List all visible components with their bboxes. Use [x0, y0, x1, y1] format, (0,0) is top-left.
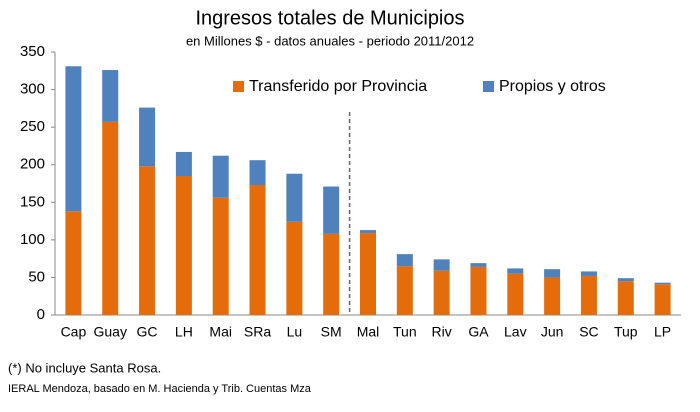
y-tick-label: 150 — [20, 193, 45, 210]
footnote: (*) No incluye Santa Rosa. — [8, 360, 161, 375]
bar-segment — [507, 268, 524, 274]
bar-segment — [470, 266, 487, 315]
x-tick-label: Mal — [357, 324, 380, 340]
bar-segment — [249, 185, 266, 315]
chart-title: Ingresos totales de Municipios — [195, 7, 464, 29]
bar-segment — [617, 281, 634, 315]
bar-segment — [580, 271, 597, 276]
x-tick-label: GC — [137, 324, 158, 340]
legend-swatch — [483, 81, 494, 92]
bar-segment — [433, 270, 450, 315]
legend-label: Propios y otros — [499, 78, 606, 95]
bar-segment — [249, 160, 266, 186]
x-tick-label: Lu — [287, 324, 303, 340]
x-tick-label: SM — [321, 324, 342, 340]
bar-segment — [360, 233, 376, 315]
y-tick-label: 200 — [20, 156, 45, 173]
x-tick-label: LH — [175, 324, 193, 340]
bar-segment — [139, 107, 156, 167]
bar-segment — [654, 284, 671, 315]
bar-segment — [544, 269, 561, 278]
bar-segment — [396, 254, 413, 267]
bar-segment — [433, 259, 450, 271]
bar-segment — [654, 282, 671, 285]
y-tick-label: 350 — [20, 43, 45, 60]
x-tick-label: Mai — [209, 324, 232, 340]
x-tick-label: Tun — [393, 324, 417, 340]
x-tick-label: LP — [654, 324, 671, 340]
bar-segment — [507, 273, 524, 315]
x-tick-label: Jun — [541, 324, 564, 340]
bar-segment — [323, 233, 340, 315]
bar-segment — [360, 230, 376, 234]
y-tick-label: 50 — [28, 268, 45, 285]
y-tick-label: 0 — [37, 306, 45, 323]
legend-swatch — [233, 81, 244, 92]
bar-segment — [212, 155, 229, 198]
bar-segment — [212, 197, 229, 315]
bar-segment — [617, 278, 634, 282]
bar-segment — [396, 266, 413, 315]
source-note: IERAL Mendoza, basado en M. Hacienda y T… — [8, 383, 312, 395]
bar-segment — [286, 221, 303, 315]
legend-label: Transferido por Provincia — [249, 78, 427, 95]
bar-segment — [580, 275, 597, 315]
x-tick-label: SC — [579, 324, 598, 340]
y-tick-label: 300 — [20, 81, 45, 98]
bar-segment — [139, 166, 156, 315]
y-tick-label: 100 — [20, 231, 45, 248]
bar-segment — [470, 263, 487, 267]
bar-segment — [323, 186, 340, 234]
x-tick-label: Lav — [504, 324, 527, 340]
chart-subtitle: en Millones $ - datos anuales - periodo … — [186, 33, 474, 48]
y-tick-label: 250 — [20, 118, 45, 135]
x-tick-label: Guay — [94, 324, 127, 340]
x-tick-label: Cap — [61, 324, 87, 340]
bar-segment — [175, 175, 192, 315]
bar-segment — [175, 151, 192, 176]
bar-segment — [286, 173, 303, 222]
x-tick-label: SRa — [244, 324, 271, 340]
x-tick-label: GA — [468, 324, 489, 340]
bar-segment — [102, 121, 119, 315]
x-tick-label: Tup — [614, 324, 638, 340]
bar-segment — [65, 66, 82, 212]
bar-segment — [544, 277, 561, 315]
bar-segment — [65, 211, 82, 315]
x-tick-label: Riv — [432, 324, 452, 340]
bar-segment — [102, 70, 119, 122]
